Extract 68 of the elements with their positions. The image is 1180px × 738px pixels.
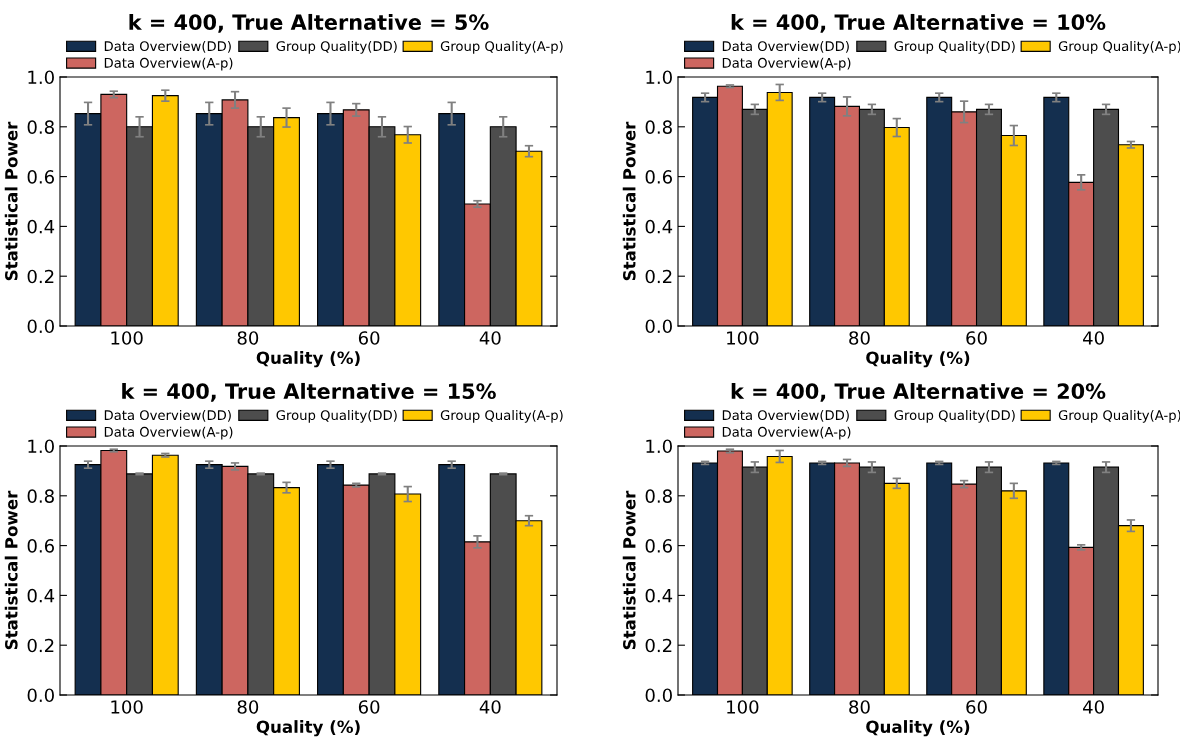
legend-label: Group Quality(A-p) bbox=[1058, 40, 1180, 54]
y-tick-label: 1.0 bbox=[28, 70, 54, 85]
x-tick-label: 40 bbox=[479, 331, 501, 345]
chart-title: k = 400, True Alternative = 20% bbox=[731, 382, 1106, 402]
y-tick-label: 0.8 bbox=[27, 120, 54, 134]
y-tick-label: 0.2 bbox=[645, 638, 672, 653]
y-tick-label: 1.0 bbox=[646, 439, 672, 454]
legend-label: Group Quality(DD) bbox=[894, 40, 1015, 54]
legend-label: Group Quality(DD) bbox=[894, 409, 1015, 423]
legend-label: Data Overview(A-p) bbox=[104, 57, 233, 71]
x-tick-label: 60 bbox=[358, 700, 380, 714]
chart-title: k = 400, True Alternative = 15% bbox=[122, 382, 496, 402]
y-tick-label: 0.6 bbox=[645, 539, 672, 553]
x-tick-label: 80 bbox=[237, 331, 259, 345]
x-axis-title: Quality (%) bbox=[256, 720, 360, 737]
x-tick-label: 60 bbox=[966, 700, 987, 714]
y-tick-label: 0.0 bbox=[645, 688, 672, 703]
legend-label: Data Overview(DD) bbox=[722, 40, 849, 53]
y-axis-title: Statistical Power bbox=[4, 121, 18, 281]
y-tick-label: 0.4 bbox=[27, 219, 55, 234]
x-axis-title: Quality (%) bbox=[866, 351, 970, 368]
x-tick-label: 100 bbox=[727, 700, 759, 714]
legend-label: Data Overview(A-p) bbox=[722, 426, 851, 440]
y-tick-label: 0.4 bbox=[645, 219, 673, 234]
x-tick-label: 80 bbox=[849, 331, 870, 345]
y-tick-label: 0.0 bbox=[27, 688, 54, 703]
y-tick-label: 0.6 bbox=[645, 170, 672, 184]
legend-label: Data Overview(DD) bbox=[104, 40, 231, 53]
legend-label: Group Quality(DD) bbox=[276, 40, 397, 54]
x-tick-label: 100 bbox=[727, 331, 759, 345]
y-tick-label: 0.4 bbox=[645, 588, 673, 603]
y-tick-label: 1.0 bbox=[646, 70, 672, 85]
y-tick-label: 0.8 bbox=[27, 489, 54, 503]
y-tick-label: 0.4 bbox=[27, 588, 55, 603]
y-tick-label: 0.6 bbox=[27, 170, 54, 184]
x-axis-title: Quality (%) bbox=[866, 720, 970, 737]
y-tick-label: 0.8 bbox=[645, 120, 672, 134]
x-tick-label: 80 bbox=[237, 700, 259, 714]
x-tick-label: 40 bbox=[479, 700, 501, 714]
x-tick-label: 40 bbox=[1083, 331, 1104, 345]
y-tick-label: 0.0 bbox=[27, 319, 54, 334]
x-tick-label: 100 bbox=[111, 331, 143, 345]
y-tick-label: 0.8 bbox=[645, 489, 672, 503]
y-axis-title: Statistical Power bbox=[622, 121, 636, 281]
x-tick-label: 100 bbox=[111, 700, 143, 714]
chart-title: k = 400, True Alternative = 5% bbox=[129, 13, 489, 33]
y-tick-label: 1.0 bbox=[28, 439, 54, 454]
legend-label: Group Quality(A-p) bbox=[440, 409, 563, 423]
y-axis-title: Statistical Power bbox=[622, 490, 636, 650]
x-tick-label: 60 bbox=[358, 331, 380, 345]
legend-label: Group Quality(A-p) bbox=[1058, 409, 1180, 423]
legend-label: Group Quality(DD) bbox=[276, 409, 397, 423]
y-tick-label: 0.6 bbox=[27, 539, 54, 553]
legend-label: Data Overview(A-p) bbox=[722, 57, 851, 71]
legend-label: Group Quality(A-p) bbox=[440, 40, 563, 54]
y-tick-label: 0.2 bbox=[645, 269, 672, 284]
x-tick-label: 80 bbox=[849, 700, 870, 714]
y-tick-label: 0.2 bbox=[27, 638, 54, 653]
y-tick-label: 0.2 bbox=[27, 269, 54, 284]
legend-label: Data Overview(DD) bbox=[722, 409, 849, 422]
x-tick-label: 60 bbox=[966, 331, 987, 345]
legend-label: Data Overview(A-p) bbox=[104, 426, 233, 440]
chart-title: k = 400, True Alternative = 10% bbox=[731, 13, 1106, 33]
y-tick-label: 0.0 bbox=[645, 319, 672, 334]
x-tick-label: 40 bbox=[1083, 700, 1104, 714]
y-axis-title: Statistical Power bbox=[4, 490, 18, 650]
legend-label: Data Overview(DD) bbox=[104, 409, 231, 422]
x-axis-title: Quality (%) bbox=[256, 351, 360, 368]
